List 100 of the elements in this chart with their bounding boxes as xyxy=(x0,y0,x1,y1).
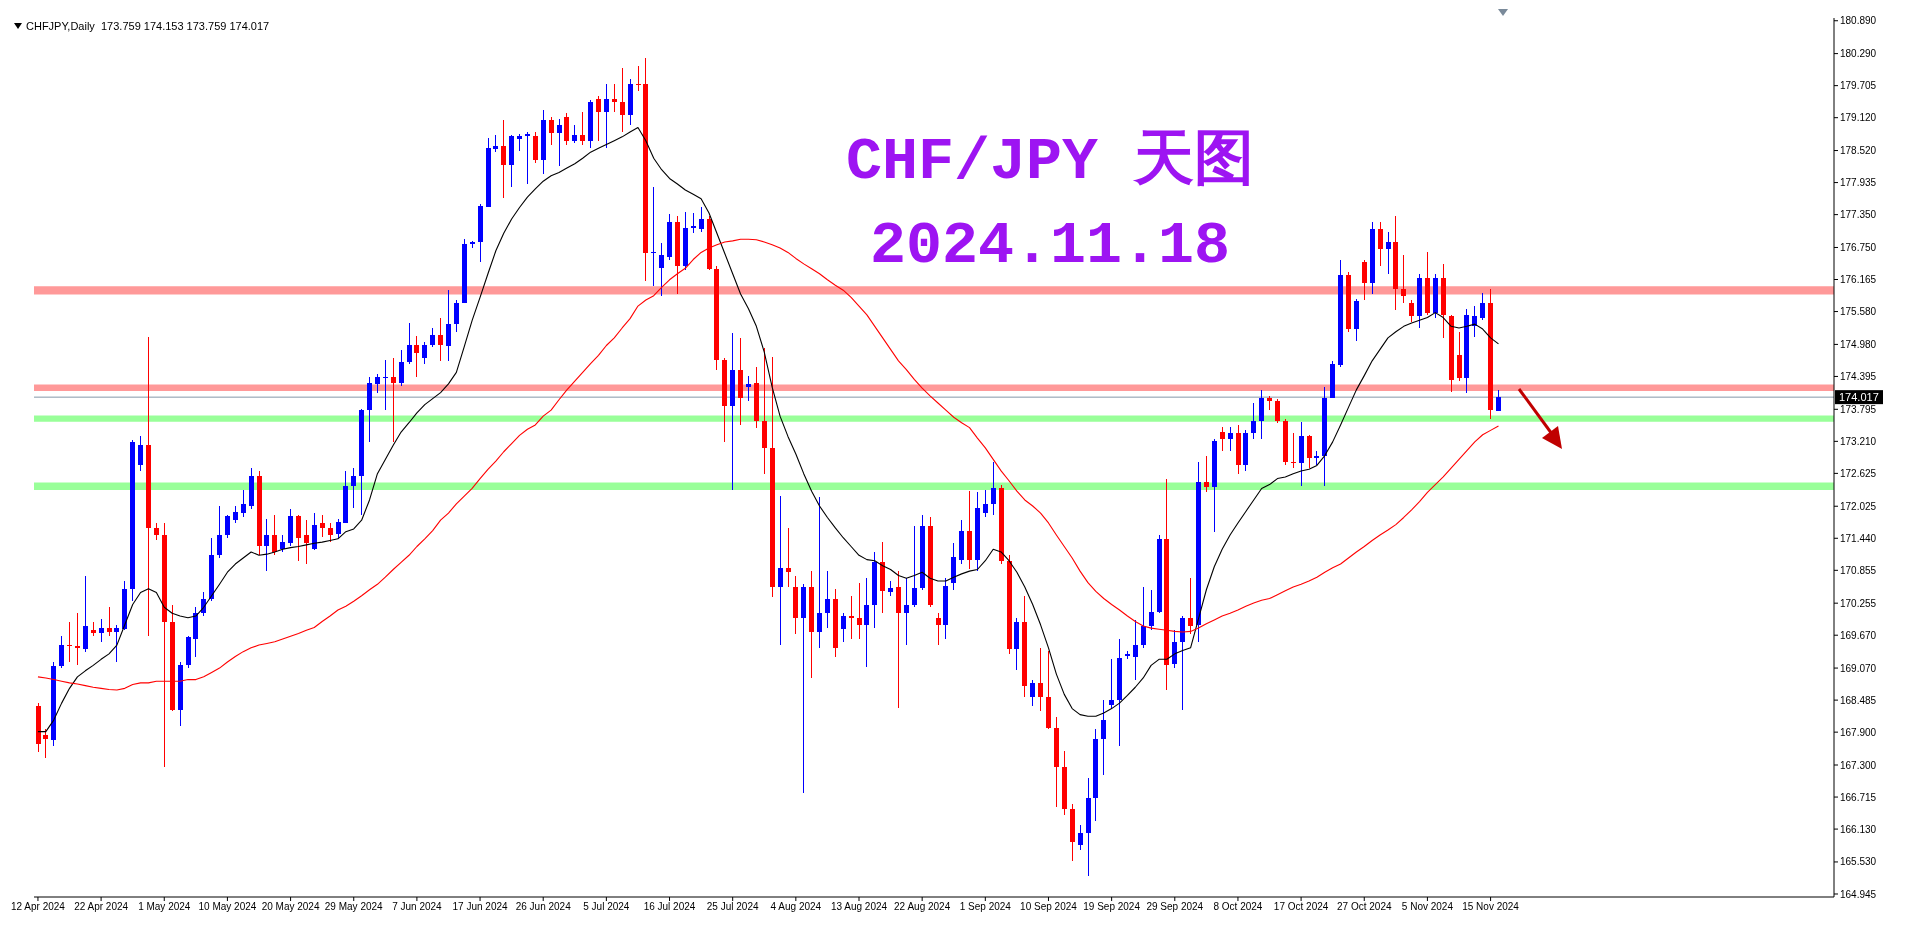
candlestick xyxy=(454,299,459,333)
y-tick-label: 166.715 xyxy=(1840,791,1877,803)
y-tick-label: 169.070 xyxy=(1840,662,1877,674)
candlestick xyxy=(351,467,356,509)
x-tick-label: 10 May 2024 xyxy=(198,901,257,913)
x-tick-label: 17 Jun 2024 xyxy=(452,901,509,913)
y-tick-label: 170.855 xyxy=(1840,564,1877,576)
candlestick xyxy=(1457,331,1462,382)
candlestick xyxy=(422,341,427,365)
text: 2024.11.18 xyxy=(868,211,1231,282)
candlestick xyxy=(1228,425,1233,452)
candlestick xyxy=(841,612,846,643)
x-tick-label: 17 Oct 2024 xyxy=(1273,901,1329,913)
candlestick xyxy=(67,620,72,663)
candlestick xyxy=(580,111,585,146)
candlestick xyxy=(983,489,988,519)
candlestick xyxy=(430,327,435,348)
candlestick xyxy=(1291,432,1296,469)
candlestick xyxy=(225,514,230,539)
y-tick-label: 171.440 xyxy=(1840,532,1877,544)
x-tick-label: 12 Apr 2024 xyxy=(10,901,66,913)
candlestick xyxy=(857,582,862,640)
candlestick xyxy=(114,624,119,663)
y-tick-label: 180.890 xyxy=(1840,15,1877,27)
x-tick-label: 4 Aug 2024 xyxy=(770,901,822,913)
candlestick xyxy=(825,570,830,629)
y-tick-label: 167.900 xyxy=(1840,726,1877,738)
y-tick-label: 170.255 xyxy=(1840,597,1877,609)
candlestick xyxy=(1109,658,1114,710)
candlestick xyxy=(320,514,325,538)
x-tick-label: 8 Oct 2024 xyxy=(1213,901,1263,913)
candlestick xyxy=(572,124,577,145)
candlestick xyxy=(399,349,404,387)
candlestick xyxy=(1204,454,1209,493)
y-tick-label: 166.130 xyxy=(1840,823,1877,835)
candlestick xyxy=(620,67,625,133)
candlestick xyxy=(778,495,783,646)
candlestick xyxy=(1030,678,1035,707)
candlestick xyxy=(1401,254,1406,304)
candlestick xyxy=(272,514,277,556)
candlestick xyxy=(912,525,917,608)
candlestick xyxy=(438,316,443,362)
x-tick-label: 22 Aug 2024 xyxy=(894,901,951,913)
candlestick xyxy=(1259,389,1264,440)
candlestick xyxy=(501,119,506,199)
x-tick-label: 10 Sep 2024 xyxy=(1020,901,1078,913)
candlestick xyxy=(1409,299,1414,323)
candlestick xyxy=(336,518,341,539)
x-tick-label: 19 Sep 2024 xyxy=(1083,901,1141,913)
candlestick xyxy=(612,83,617,113)
candlestick xyxy=(383,359,388,411)
candlestick xyxy=(83,574,88,653)
candlestick xyxy=(1386,230,1391,275)
candlestick xyxy=(699,206,704,233)
candlestick xyxy=(241,489,246,519)
candlestick xyxy=(691,212,696,234)
y-tick-label: 164.945 xyxy=(1840,888,1877,900)
x-tick-label: 25 Jul 2024 xyxy=(706,901,759,913)
y-tick-label: 176.165 xyxy=(1840,274,1877,286)
candlestick xyxy=(375,373,380,394)
x-tick-label: 29 May 2024 xyxy=(324,901,384,913)
y-tick-label: 176.750 xyxy=(1840,242,1877,254)
candlestick xyxy=(1362,258,1367,301)
y-tick-label: 172.625 xyxy=(1840,467,1877,479)
candlestick xyxy=(99,618,104,643)
candlestick xyxy=(75,612,80,666)
candlestick xyxy=(107,606,112,637)
candlestick xyxy=(904,577,909,646)
y-tick-label: 168.485 xyxy=(1840,694,1877,706)
candlestick xyxy=(328,522,333,543)
x-tick-label: 20 May 2024 xyxy=(261,901,320,913)
x-tick-label: 1 May 2024 xyxy=(138,901,191,913)
y-tick-label: 174.980 xyxy=(1840,338,1877,350)
x-tick-label: 15 Nov 2024 xyxy=(1462,901,1520,913)
candlestick xyxy=(1172,629,1177,669)
candlestick xyxy=(991,461,996,516)
candlestick xyxy=(217,505,222,559)
candlestick xyxy=(786,527,791,588)
candlestick xyxy=(849,595,854,640)
candlestick xyxy=(936,612,941,646)
x-tick-label: 16 Jul 2024 xyxy=(643,901,696,913)
candlestick xyxy=(636,65,641,92)
y-tick-label: 180.290 xyxy=(1840,48,1877,60)
x-tick-label: 13 Aug 2024 xyxy=(830,901,888,913)
candlestick xyxy=(549,115,554,146)
y-tick-label: 174.395 xyxy=(1840,371,1877,382)
candlestick xyxy=(557,118,562,167)
candlestick xyxy=(864,577,869,668)
x-tick-label: 5 Jul 2024 xyxy=(583,901,630,913)
y-tick-label: 178.520 xyxy=(1840,145,1877,157)
y-tick-label: 165.530 xyxy=(1840,856,1877,868)
candlestick xyxy=(1275,398,1280,424)
candlestick xyxy=(1101,699,1106,777)
y-tick-label: 167.300 xyxy=(1840,759,1877,771)
candlestick xyxy=(304,519,309,565)
y-tick-label: 179.120 xyxy=(1840,112,1877,124)
candlestick xyxy=(1220,425,1225,452)
y-tick-label: 177.935 xyxy=(1840,177,1877,189)
candlestick xyxy=(1188,577,1193,635)
candlestick xyxy=(817,496,822,649)
